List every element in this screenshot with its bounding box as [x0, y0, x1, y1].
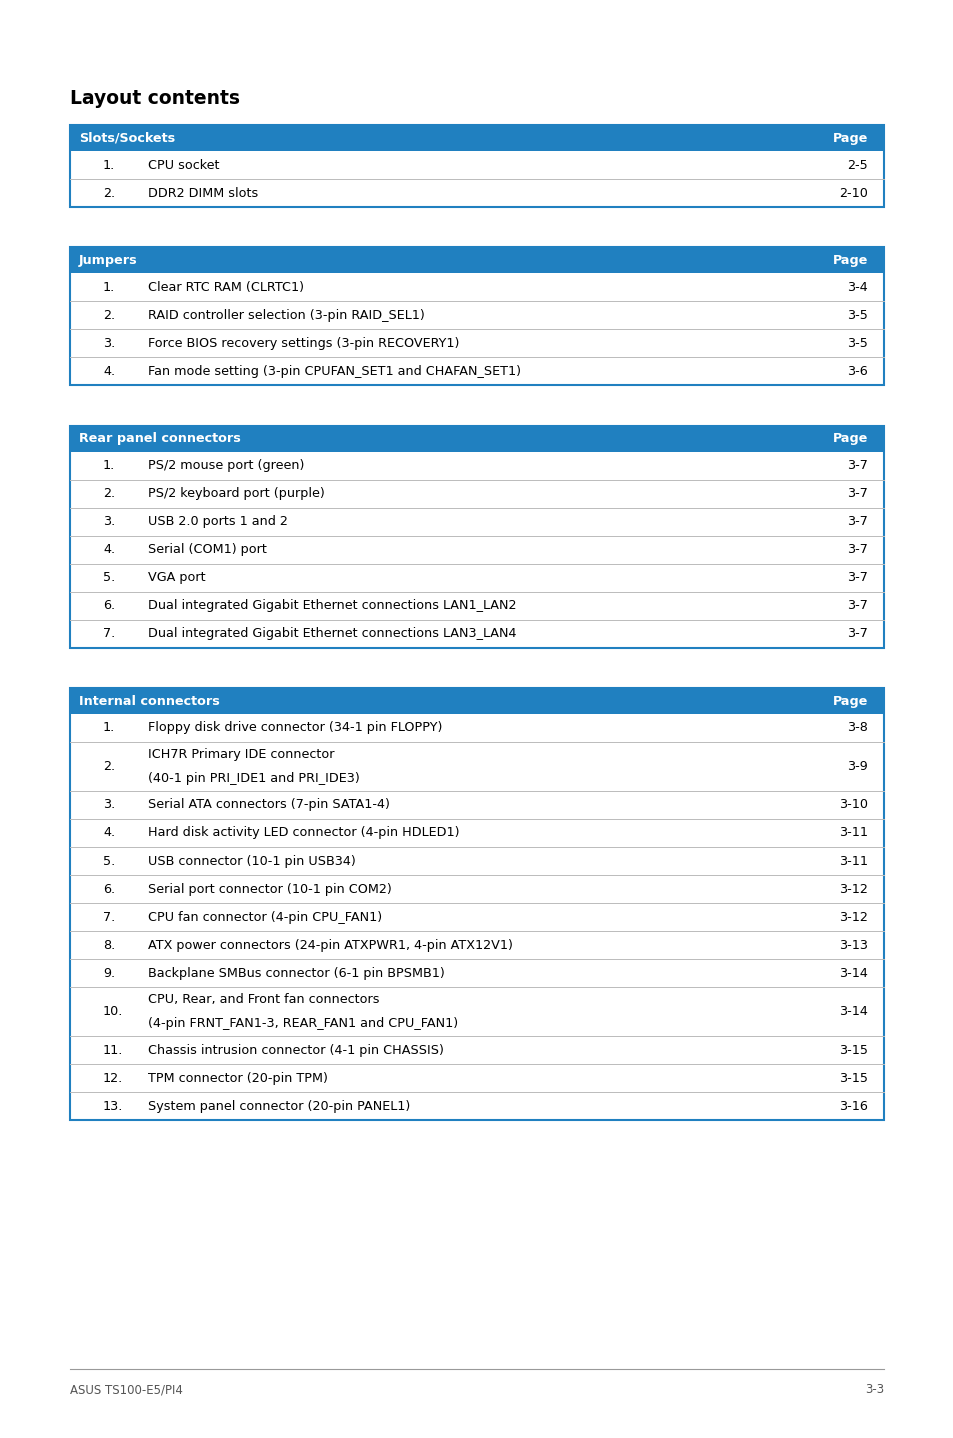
Text: 4.: 4.: [103, 365, 115, 378]
Text: 2-10: 2-10: [839, 187, 867, 200]
Text: 3-6: 3-6: [846, 365, 867, 378]
Text: ATX power connectors (24-pin ATXPWR1, 4-pin ATX12V1): ATX power connectors (24-pin ATXPWR1, 4-…: [148, 939, 512, 952]
Text: TPM connector (20-pin TPM): TPM connector (20-pin TPM): [148, 1071, 328, 1084]
Text: 3-12: 3-12: [839, 883, 867, 896]
Text: CPU, Rear, and Front fan connectors: CPU, Rear, and Front fan connectors: [148, 992, 379, 1007]
Text: 2.: 2.: [103, 487, 115, 500]
Text: 1.: 1.: [103, 158, 115, 171]
Text: 2.: 2.: [103, 187, 115, 200]
Text: 4.: 4.: [103, 544, 115, 557]
Bar: [70, 426, 883, 647]
Text: Hard disk activity LED connector (4-pin HDLED1): Hard disk activity LED connector (4-pin …: [148, 827, 459, 840]
Text: 3-4: 3-4: [846, 280, 867, 293]
Text: 1.: 1.: [103, 722, 115, 735]
Text: RAID controller selection (3-pin RAID_SEL1): RAID controller selection (3-pin RAID_SE…: [148, 309, 424, 322]
Text: 3-15: 3-15: [839, 1071, 867, 1084]
Text: Force BIOS recovery settings (3-pin RECOVERY1): Force BIOS recovery settings (3-pin RECO…: [148, 336, 458, 349]
Text: PS/2 mouse port (green): PS/2 mouse port (green): [148, 459, 304, 472]
Bar: [70, 125, 883, 207]
Text: 8.: 8.: [103, 939, 115, 952]
Text: DDR2 DIMM slots: DDR2 DIMM slots: [148, 187, 258, 200]
Text: 3-12: 3-12: [839, 910, 867, 923]
Text: 3-3: 3-3: [864, 1383, 883, 1396]
Text: 3-16: 3-16: [839, 1100, 867, 1113]
Text: 2.: 2.: [103, 309, 115, 322]
Text: (40-1 pin PRI_IDE1 and PRI_IDE3): (40-1 pin PRI_IDE1 and PRI_IDE3): [148, 772, 359, 785]
Text: 4.: 4.: [103, 827, 115, 840]
Text: 12.: 12.: [103, 1071, 123, 1084]
Text: VGA port: VGA port: [148, 571, 205, 584]
Text: 3-7: 3-7: [846, 544, 867, 557]
Text: Page: Page: [832, 431, 867, 446]
Text: 3-10: 3-10: [839, 798, 867, 811]
Text: 5.: 5.: [103, 571, 115, 584]
Text: 3-5: 3-5: [846, 336, 867, 349]
Text: 10.: 10.: [103, 1005, 123, 1018]
Text: Layout contents: Layout contents: [70, 89, 239, 108]
Text: Clear RTC RAM (CLRTC1): Clear RTC RAM (CLRTC1): [148, 280, 304, 293]
Text: Fan mode setting (3-pin CPUFAN_SET1 and CHAFAN_SET1): Fan mode setting (3-pin CPUFAN_SET1 and …: [148, 365, 520, 378]
Text: 1.: 1.: [103, 459, 115, 472]
Text: 3-9: 3-9: [846, 759, 867, 774]
Bar: [70, 125, 883, 151]
Text: System panel connector (20-pin PANEL1): System panel connector (20-pin PANEL1): [148, 1100, 410, 1113]
Text: Dual integrated Gigabit Ethernet connections LAN1_LAN2: Dual integrated Gigabit Ethernet connect…: [148, 600, 516, 613]
Text: CPU socket: CPU socket: [148, 158, 219, 171]
Text: 2.: 2.: [103, 759, 115, 774]
Text: Page: Page: [832, 695, 867, 707]
Text: 3-7: 3-7: [846, 627, 867, 640]
Text: Internal connectors: Internal connectors: [79, 695, 220, 707]
Text: 2-5: 2-5: [846, 158, 867, 171]
Text: CPU fan connector (4-pin CPU_FAN1): CPU fan connector (4-pin CPU_FAN1): [148, 910, 381, 923]
Bar: [70, 687, 883, 713]
Text: (4-pin FRNT_FAN1-3, REAR_FAN1 and CPU_FAN1): (4-pin FRNT_FAN1-3, REAR_FAN1 and CPU_FA…: [148, 1017, 457, 1031]
Text: 9.: 9.: [103, 966, 115, 979]
Text: USB connector (10-1 pin USB34): USB connector (10-1 pin USB34): [148, 854, 355, 867]
Text: Page: Page: [832, 253, 867, 267]
Text: 3-7: 3-7: [846, 459, 867, 472]
Text: 3-14: 3-14: [839, 1005, 867, 1018]
Text: 3-8: 3-8: [846, 722, 867, 735]
Text: Chassis intrusion connector (4-1 pin CHASSIS): Chassis intrusion connector (4-1 pin CHA…: [148, 1044, 443, 1057]
Text: 3-11: 3-11: [839, 854, 867, 867]
Text: 11.: 11.: [103, 1044, 123, 1057]
Text: Page: Page: [832, 131, 867, 145]
Text: 3-5: 3-5: [846, 309, 867, 322]
Text: 3.: 3.: [103, 798, 115, 811]
Text: 3-7: 3-7: [846, 571, 867, 584]
Text: 3-7: 3-7: [846, 515, 867, 528]
Text: Serial (COM1) port: Serial (COM1) port: [148, 544, 267, 557]
Text: 7.: 7.: [103, 627, 115, 640]
Text: 3.: 3.: [103, 515, 115, 528]
Text: 3-14: 3-14: [839, 966, 867, 979]
Text: 3-13: 3-13: [839, 939, 867, 952]
Text: USB 2.0 ports 1 and 2: USB 2.0 ports 1 and 2: [148, 515, 288, 528]
Text: 3-7: 3-7: [846, 600, 867, 613]
Text: Floppy disk drive connector (34-1 pin FLOPPY): Floppy disk drive connector (34-1 pin FL…: [148, 722, 442, 735]
Text: 3-7: 3-7: [846, 487, 867, 500]
Text: 3-15: 3-15: [839, 1044, 867, 1057]
Text: 5.: 5.: [103, 854, 115, 867]
Text: Rear panel connectors: Rear panel connectors: [79, 431, 241, 446]
Text: Backplane SMBus connector (6-1 pin BPSMB1): Backplane SMBus connector (6-1 pin BPSMB…: [148, 966, 444, 979]
Text: 3-11: 3-11: [839, 827, 867, 840]
Text: Dual integrated Gigabit Ethernet connections LAN3_LAN4: Dual integrated Gigabit Ethernet connect…: [148, 627, 516, 640]
Bar: [70, 247, 883, 273]
Text: Slots/Sockets: Slots/Sockets: [79, 131, 175, 145]
Text: PS/2 keyboard port (purple): PS/2 keyboard port (purple): [148, 487, 324, 500]
Text: 3.: 3.: [103, 336, 115, 349]
Text: ICH7R Primary IDE connector: ICH7R Primary IDE connector: [148, 748, 334, 761]
Text: 6.: 6.: [103, 600, 115, 613]
Text: 7.: 7.: [103, 910, 115, 923]
Text: Serial ATA connectors (7-pin SATA1-4): Serial ATA connectors (7-pin SATA1-4): [148, 798, 390, 811]
Bar: [70, 687, 883, 1120]
Text: Serial port connector (10-1 pin COM2): Serial port connector (10-1 pin COM2): [148, 883, 392, 896]
Bar: [70, 426, 883, 452]
Bar: [70, 247, 883, 385]
Text: ASUS TS100-E5/PI4: ASUS TS100-E5/PI4: [70, 1383, 182, 1396]
Text: 1.: 1.: [103, 280, 115, 293]
Text: Jumpers: Jumpers: [79, 253, 137, 267]
Text: 13.: 13.: [103, 1100, 123, 1113]
Text: 6.: 6.: [103, 883, 115, 896]
